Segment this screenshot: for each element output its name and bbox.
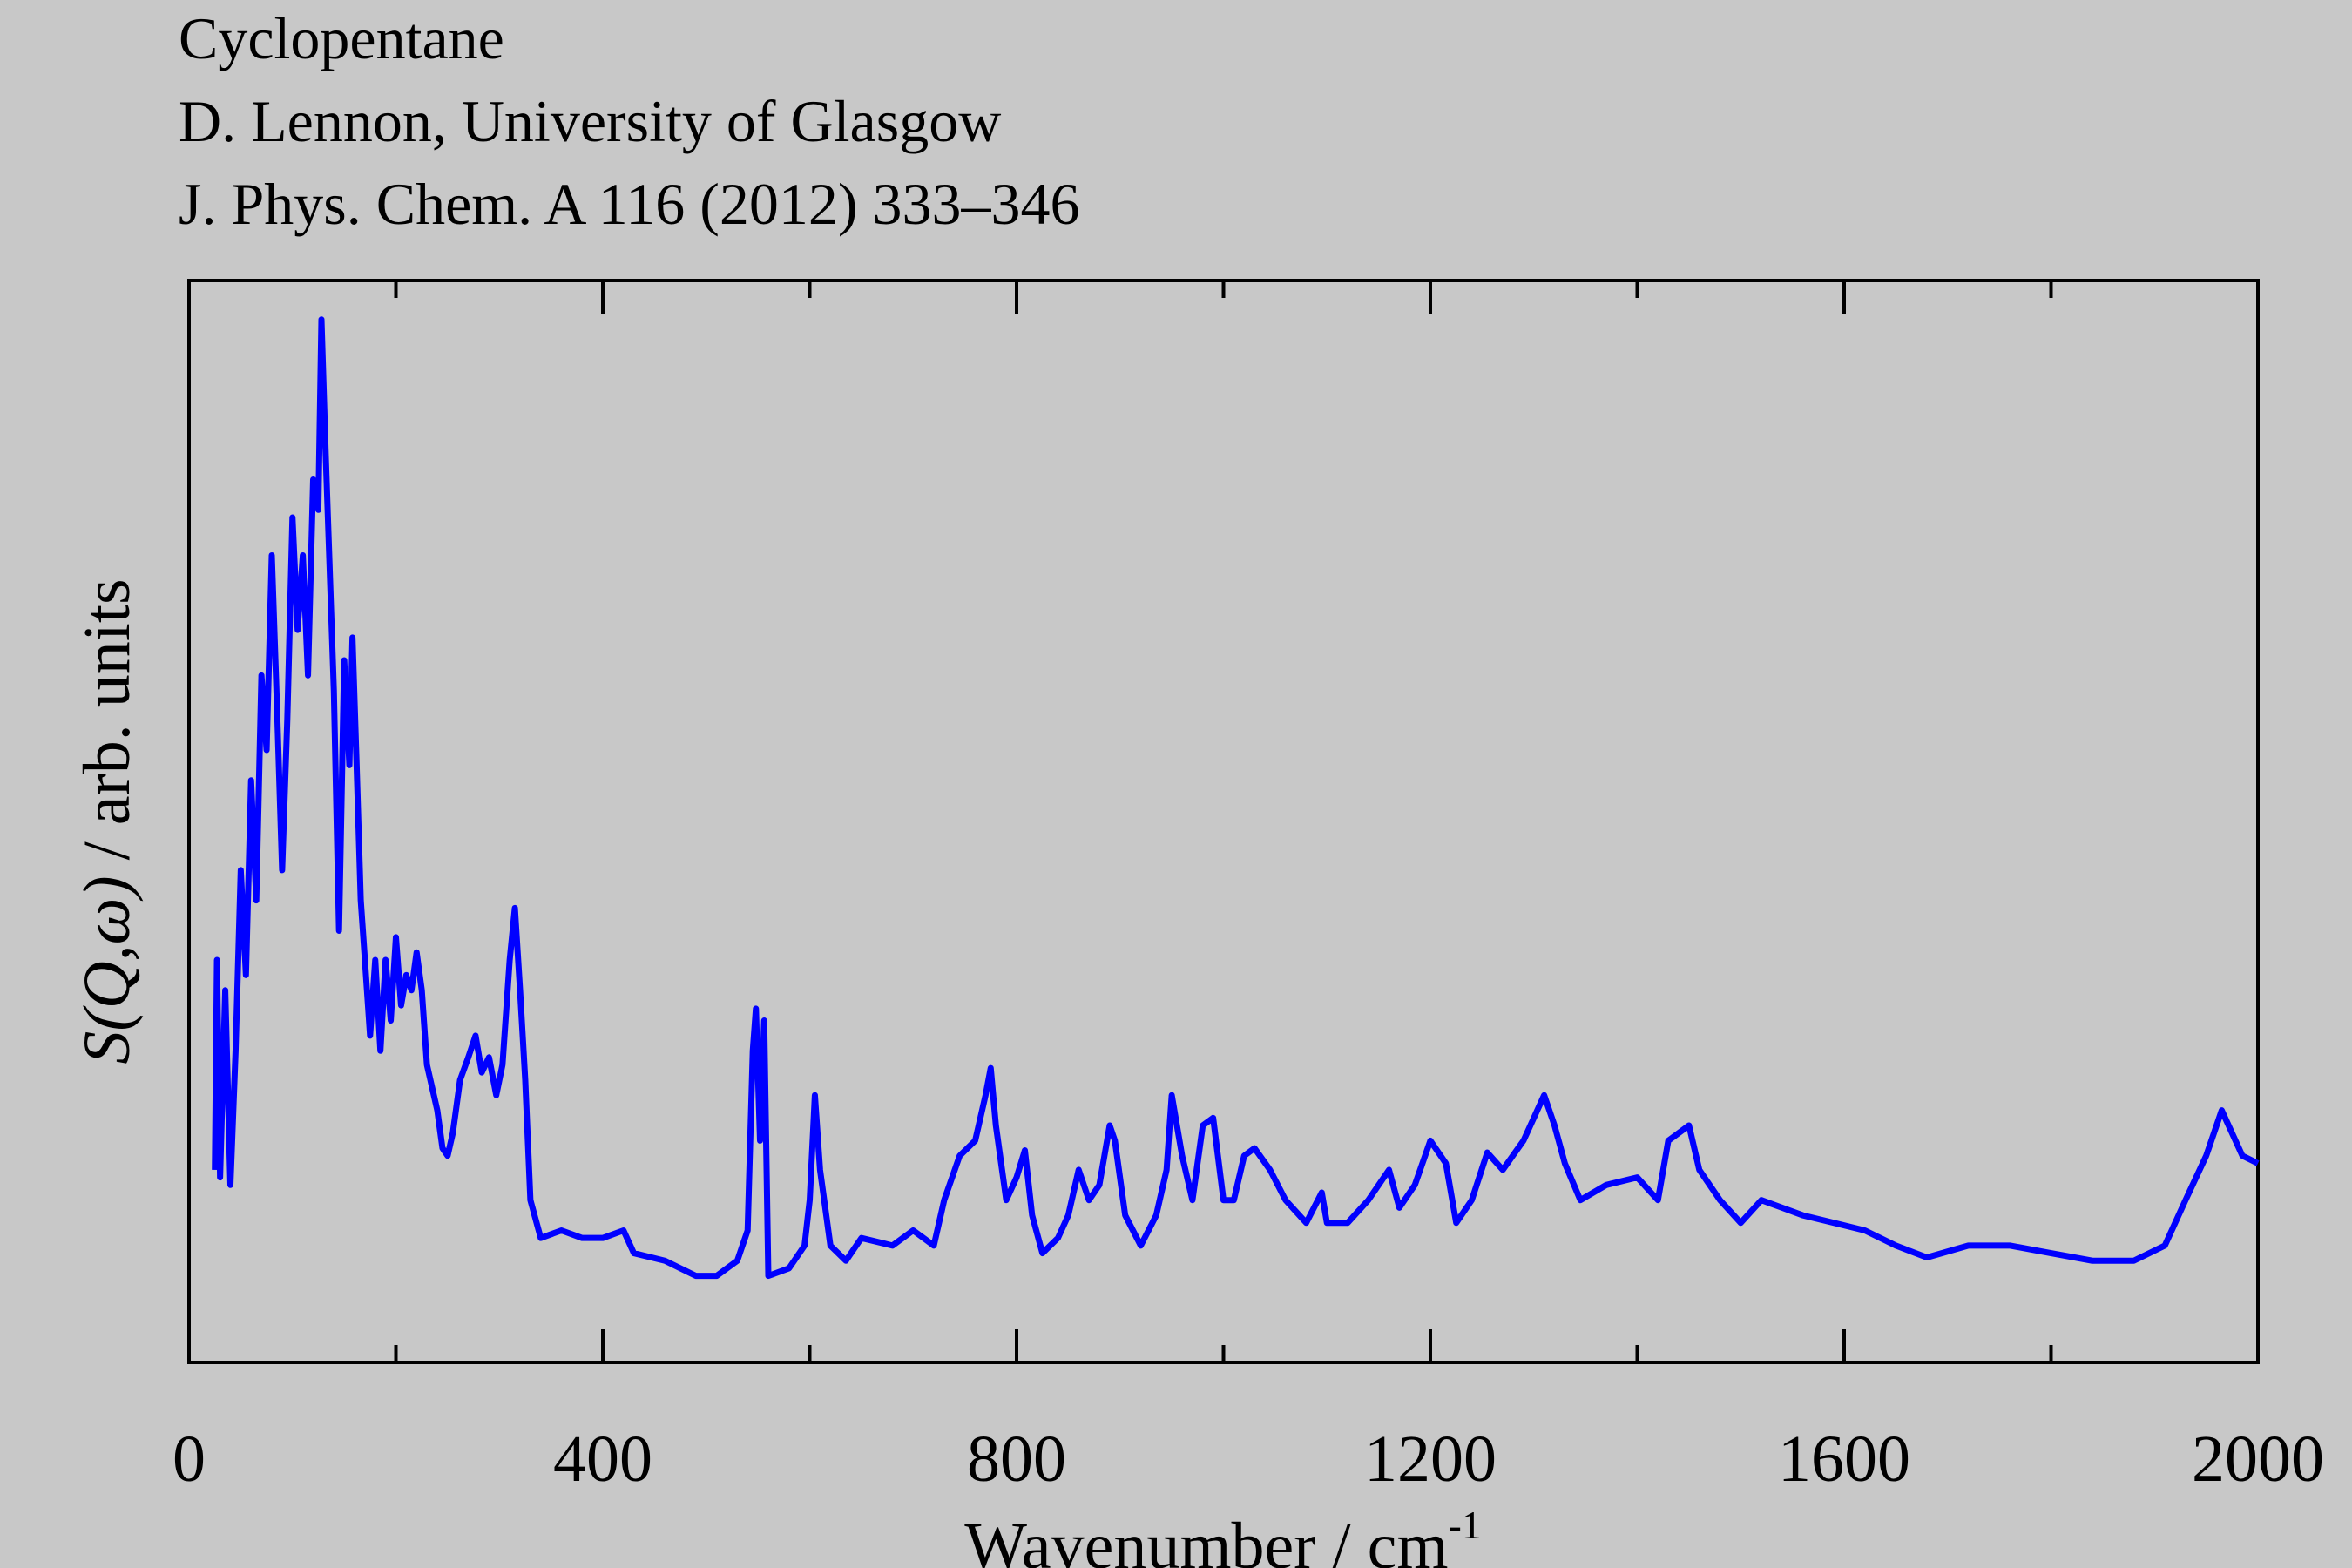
x-tick-label: 1600 bbox=[1778, 1423, 1910, 1496]
x-tick-label: 0 bbox=[172, 1423, 206, 1496]
x-axis-label: Wavenumber / cm-1 bbox=[964, 1503, 1482, 1568]
title-line: Cyclopentane bbox=[179, 5, 504, 71]
title-line: J. Phys. Chem. A 116 (2012) 333–346 bbox=[179, 171, 1080, 237]
title-line: D. Lennon, University of Glasgow bbox=[179, 88, 1001, 154]
y-axis-label-symbol: S(Q,ω) bbox=[71, 875, 144, 1064]
x-tick-label: 400 bbox=[553, 1423, 652, 1496]
x-axis-label-superscript: -1 bbox=[1448, 1503, 1481, 1547]
spectrum-line bbox=[212, 316, 2260, 1280]
x-axis-label-text: Wavenumber / cm bbox=[964, 1510, 1448, 1568]
x-tick-label: 800 bbox=[967, 1423, 1066, 1496]
x-tick-label: 1200 bbox=[1364, 1423, 1497, 1496]
x-tick-label: 2000 bbox=[2192, 1423, 2324, 1496]
y-axis-label: S(Q,ω) / arb. units bbox=[71, 578, 144, 1064]
y-axis-label-text: / arb. units bbox=[71, 578, 144, 860]
